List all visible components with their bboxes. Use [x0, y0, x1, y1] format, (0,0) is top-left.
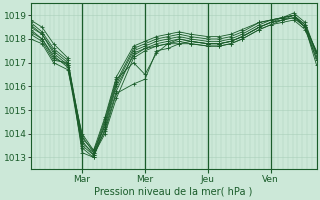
X-axis label: Pression niveau de la mer( hPa ): Pression niveau de la mer( hPa ): [94, 187, 253, 197]
